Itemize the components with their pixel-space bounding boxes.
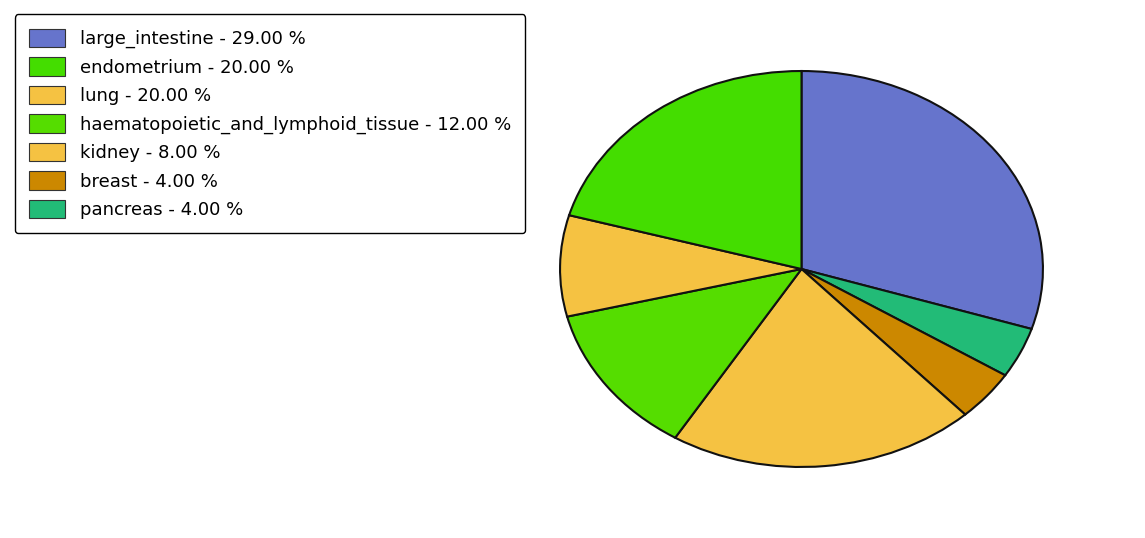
Wedge shape [802, 269, 1032, 376]
Wedge shape [569, 71, 801, 269]
Wedge shape [802, 269, 1005, 415]
Wedge shape [676, 269, 965, 467]
Legend: large_intestine - 29.00 %, endometrium - 20.00 %, lung - 20.00 %, haematopoietic: large_intestine - 29.00 %, endometrium -… [15, 15, 526, 233]
Wedge shape [802, 71, 1043, 329]
Wedge shape [560, 215, 802, 317]
Wedge shape [567, 269, 802, 438]
